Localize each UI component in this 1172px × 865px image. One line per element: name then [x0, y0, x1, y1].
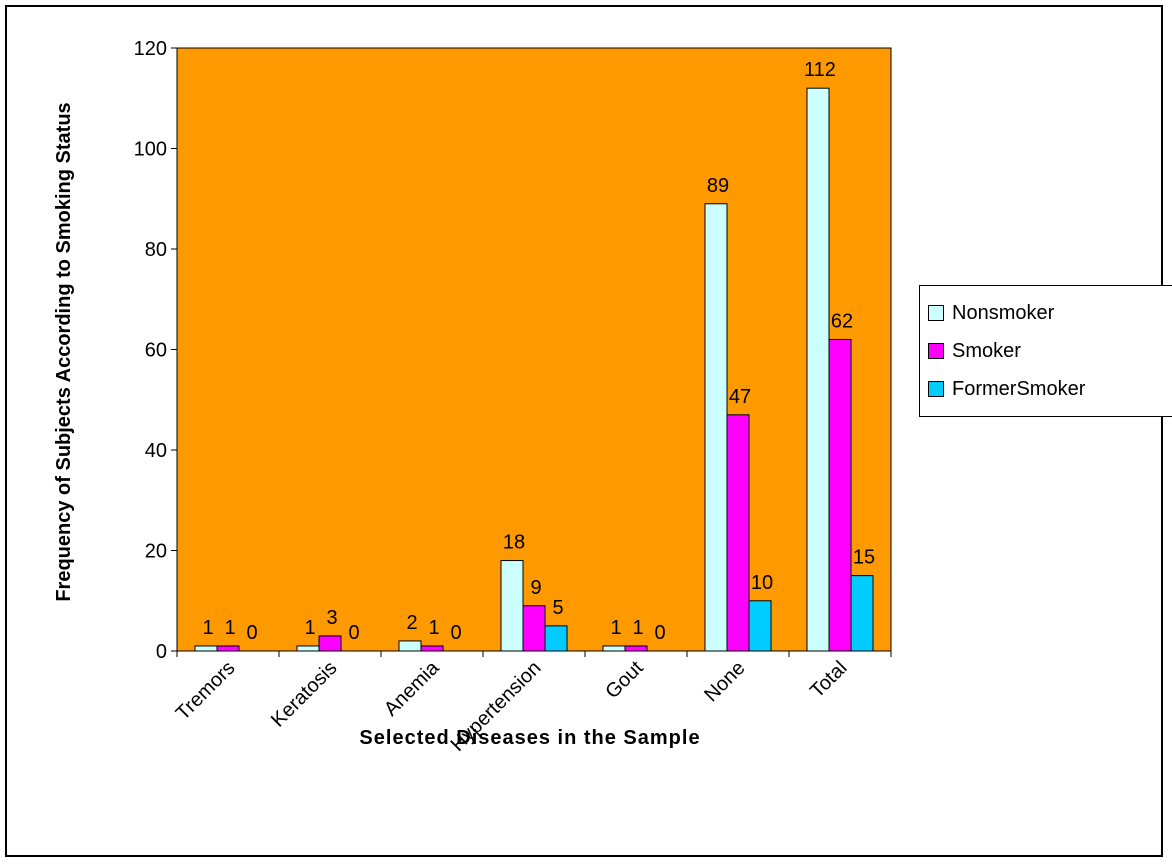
bar-nonsmoker — [296, 645, 320, 652]
bar-smoker — [216, 645, 240, 652]
x-category-label: None — [700, 657, 749, 706]
legend-label: FormerSmoker — [952, 377, 1086, 400]
y-tick-label: 0 — [156, 641, 167, 663]
data-label: 0 — [654, 622, 665, 644]
data-label: 89 — [707, 175, 729, 197]
data-label: 47 — [729, 386, 751, 408]
legend-swatch — [928, 305, 944, 321]
legend-swatch — [928, 381, 944, 397]
bar-smoker — [318, 635, 342, 652]
data-label: 5 — [552, 597, 563, 619]
data-label: 112 — [804, 59, 836, 81]
legend: Nonsmoker Smoker FormerSmoker — [919, 285, 1172, 417]
data-label: 1 — [610, 617, 621, 639]
plot-area — [176, 47, 892, 652]
bar-nonsmoker — [398, 640, 422, 652]
bar-nonsmoker — [602, 645, 626, 652]
legend-item: Smoker — [928, 332, 1168, 370]
y-tick-label: 120 — [134, 38, 167, 60]
data-label: 9 — [530, 577, 541, 599]
data-label: 62 — [831, 310, 853, 332]
data-label: 1 — [224, 617, 235, 639]
bar-smoker — [522, 605, 546, 652]
data-label: 18 — [503, 532, 525, 554]
bar-smoker — [726, 414, 750, 652]
bar-smoker — [624, 645, 648, 652]
x-category-label: Total — [806, 657, 851, 702]
bar-formersmoker — [544, 625, 568, 652]
legend-label: Smoker — [952, 339, 1021, 362]
bar-nonsmoker — [704, 203, 728, 652]
y-tick-label: 40 — [145, 440, 167, 462]
bar-formersmoker — [850, 575, 874, 652]
legend-item: Nonsmoker — [928, 294, 1168, 332]
y-axis-title: Frequency of Subjects According to Smoki… — [53, 102, 75, 601]
data-label: 15 — [853, 547, 875, 569]
bar-formersmoker — [748, 600, 772, 652]
x-category-label: Tremors — [172, 657, 240, 725]
data-label: 2 — [406, 612, 417, 634]
data-label: 0 — [246, 622, 257, 644]
bar-smoker — [420, 645, 444, 652]
bar-smoker — [828, 338, 852, 652]
y-tick-label: 20 — [145, 541, 167, 563]
y-axis: 0 20 40 60 80 100 120 — [134, 38, 178, 663]
bar-nonsmoker — [806, 87, 830, 652]
legend-item: FormerSmoker — [928, 370, 1168, 408]
y-tick-label: 60 — [145, 340, 167, 362]
bars — [194, 87, 874, 652]
x-category-label: Gout — [601, 657, 648, 704]
data-label: 3 — [326, 607, 337, 629]
y-tick-label: 80 — [145, 239, 167, 261]
legend-label: Nonsmoker — [952, 301, 1055, 324]
x-axis-title: Selected Diseases in the Sample — [359, 727, 700, 749]
chart-frame: 0 20 40 60 80 100 120 Tremors Keratosis Anemia Hy… — [5, 5, 1172, 857]
data-label: 1 — [202, 617, 213, 639]
bar-nonsmoker — [500, 560, 524, 652]
data-label: 1 — [304, 617, 315, 639]
x-category-label: Anemia — [380, 656, 444, 720]
data-label: 0 — [348, 622, 359, 644]
legend-swatch — [928, 343, 944, 359]
data-label: 1 — [632, 617, 643, 639]
data-label: 1 — [428, 617, 439, 639]
bar-nonsmoker — [194, 645, 218, 652]
data-label: 10 — [751, 572, 773, 594]
x-category-label: Keratosis — [267, 657, 342, 732]
data-label: 0 — [450, 622, 461, 644]
y-tick-label: 100 — [134, 139, 167, 161]
